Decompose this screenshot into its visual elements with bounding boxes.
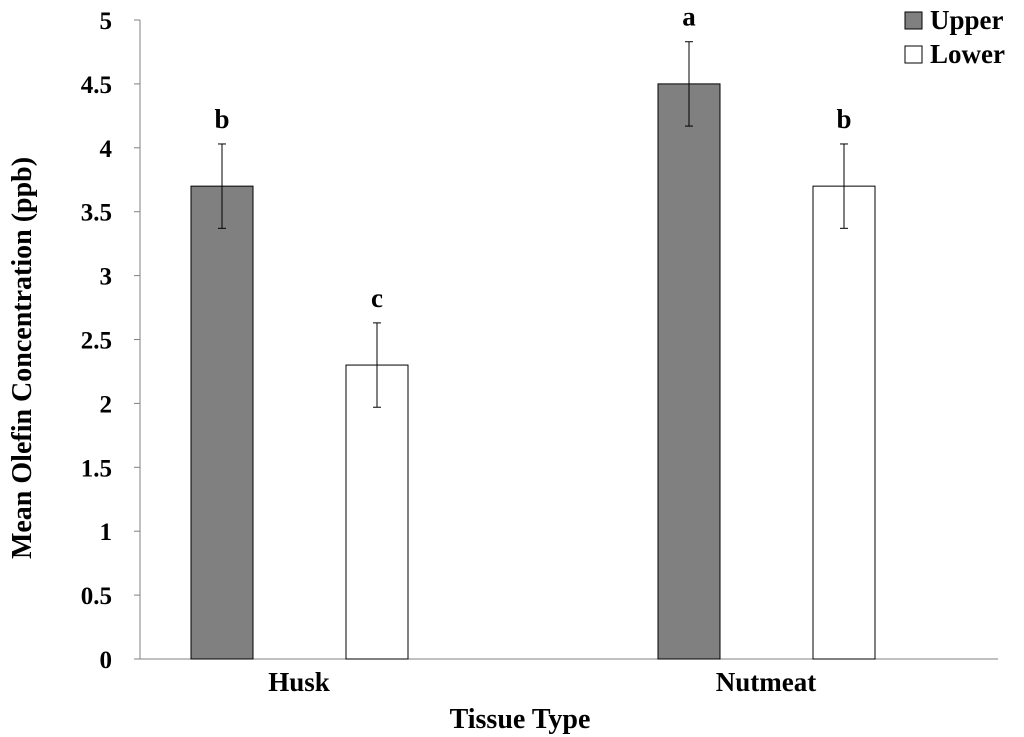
y-axis: [134, 19, 141, 660]
y-tick-label: 0: [100, 647, 113, 674]
x-tick-label-husk: Husk: [268, 667, 330, 697]
x-tick-label-nutmeat: Nutmeat: [716, 667, 816, 697]
bar-nutmeat-lower: [812, 185, 876, 660]
error-bar-husk-upper: [218, 143, 226, 229]
y-tick-labels: 0 0.5 1 1.5 2 2.5 3 3.5 4 4.5 5: [81, 8, 113, 674]
y-tick-label: 0.5: [81, 583, 112, 610]
legend-swatch-lower: [904, 45, 923, 64]
y-tick-label: 5: [100, 8, 113, 35]
y-axis-title: Mean Olefin Concentration (ppb): [7, 157, 38, 559]
error-bar-husk-lower: [373, 322, 381, 408]
y-tick-label: 2.5: [81, 328, 112, 355]
significance-letter-husk-lower: c: [371, 283, 383, 313]
x-tick-labels: Husk Nutmeat: [268, 667, 816, 697]
y-tick-label: 1: [100, 519, 113, 546]
significance-letter-nutmeat-upper: a: [682, 2, 696, 32]
y-tick-label: 1.5: [81, 455, 112, 482]
bar-husk-upper: [190, 185, 254, 660]
legend: Upper Lower: [904, 5, 1005, 69]
bar-husk-lower: [345, 364, 409, 660]
error-bar-nutmeat-lower: [840, 143, 848, 229]
error-bar-nutmeat-upper: [685, 41, 693, 127]
legend-swatch-upper: [904, 11, 923, 30]
y-tick-label: 4: [100, 136, 113, 163]
x-axis-title: Tissue Type: [450, 704, 591, 735]
bars: b c a b: [190, 2, 876, 660]
y-tick-label: 3: [100, 264, 113, 291]
y-tick-label: 2: [100, 391, 113, 418]
legend-label-lower: Lower: [930, 39, 1005, 69]
bar-nutmeat-upper: [657, 83, 721, 660]
legend-label-upper: Upper: [930, 5, 1004, 35]
significance-letter-nutmeat-lower: b: [836, 104, 851, 134]
y-tick-label: 4.5: [81, 72, 112, 99]
significance-letter-husk-upper: b: [214, 104, 229, 134]
y-tick-label: 3.5: [81, 200, 112, 227]
